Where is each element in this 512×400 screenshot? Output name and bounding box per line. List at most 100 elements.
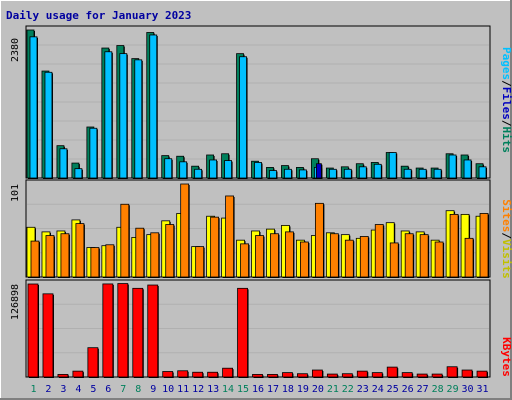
legend-sep: / (500, 120, 512, 127)
kbytes-bar (386, 366, 398, 378)
kbytes-bar (252, 374, 263, 378)
files-bar (373, 163, 382, 179)
kbytes-bar (356, 370, 368, 378)
x-tick-label: 15 (237, 384, 249, 395)
sites-bar (270, 233, 279, 278)
sites-bar (374, 224, 384, 278)
x-tick-label: 3 (60, 384, 66, 395)
x-tick-label: 22 (342, 384, 354, 395)
x-tick-label: 25 (387, 384, 399, 395)
x-tick-label: 9 (150, 384, 156, 395)
kbytes-bar (132, 287, 144, 378)
sites-bar (180, 183, 190, 278)
legend-sep: / (500, 232, 512, 239)
files-bar (254, 162, 262, 179)
x-tick-label: 12 (192, 384, 204, 395)
bar-layer (26, 29, 490, 378)
x-tick-label: 18 (282, 384, 294, 395)
x-tick-label: 17 (267, 384, 279, 395)
files-bar (179, 161, 188, 179)
panel-frames (25, 25, 491, 378)
legend-sites: Sites (500, 199, 512, 232)
files-bar (478, 166, 487, 179)
x-tick-label: 4 (75, 384, 81, 395)
sites-bar (464, 237, 474, 278)
x-tick-label: 11 (177, 384, 189, 395)
x-tick-label: 16 (252, 384, 264, 395)
kbytes-bar (297, 373, 308, 378)
files-bar (89, 127, 98, 179)
kbytes-bar (476, 370, 488, 378)
kbytes-bar (102, 283, 114, 378)
kbytes-bar (282, 372, 293, 378)
files-bar (119, 53, 128, 179)
sites-bar (344, 239, 354, 278)
kbytes-max-label: 126898 (10, 284, 21, 320)
x-tick-label: 8 (135, 384, 141, 395)
kbytes-bar (57, 374, 69, 378)
files-bar (299, 169, 307, 179)
x-tick-label: 13 (207, 384, 219, 395)
sites-bar (419, 234, 429, 278)
kbytes-bar (461, 369, 473, 378)
files-bar (74, 168, 83, 179)
files-bar (164, 158, 173, 179)
sites-bar (60, 233, 70, 278)
x-tick-label: 23 (357, 384, 369, 395)
files-bar (209, 159, 218, 179)
legend-hits-panel: Pages/Files/Hits (500, 47, 512, 153)
kbytes-bar (416, 373, 428, 378)
x-tick-label: 31 (476, 384, 488, 395)
files-bar (269, 170, 277, 179)
kbytes-bar (27, 283, 39, 378)
kbytes-bar (147, 284, 159, 378)
legend-pages: Pages (500, 47, 512, 80)
legend-hits: Hits (500, 127, 512, 154)
sites-bar (210, 216, 220, 278)
pages-bar (315, 163, 322, 179)
sites-bar (135, 227, 145, 278)
legend-kbytes: KBytes (500, 337, 512, 377)
kbytes-bar (341, 373, 353, 378)
sites-bar (45, 235, 55, 278)
kbytes-bar (371, 372, 383, 378)
kbytes-bar (222, 367, 233, 378)
files-bar (134, 59, 143, 179)
kbytes-bar (326, 373, 338, 378)
sites-bar (329, 233, 339, 278)
sites-bar (30, 240, 40, 278)
kbytes-bar (431, 373, 443, 378)
sites-bar (165, 224, 175, 278)
legend-sites-panel: Sites/Visits (500, 199, 512, 279)
files-bar (149, 34, 158, 179)
sites-bar (120, 203, 130, 278)
x-tick-label: 27 (417, 384, 429, 395)
kbytes-bar (192, 371, 204, 378)
sites-bar (255, 235, 264, 278)
kbytes-bar (311, 369, 323, 378)
files-bar (224, 160, 232, 179)
files-bar (328, 168, 337, 179)
kbytes-bar (87, 347, 99, 378)
sites-bar (479, 213, 489, 278)
files-bar (358, 166, 367, 179)
files-bar (448, 154, 457, 179)
files-bar (463, 159, 472, 179)
sites-bar (225, 195, 234, 278)
sites-bar (285, 231, 294, 278)
files-bar (44, 71, 53, 179)
chart-title: Daily usage for January 2023 (6, 9, 191, 22)
sites-bar (90, 247, 100, 278)
sites-bar (75, 223, 85, 278)
sites-bar (105, 244, 115, 278)
x-tick-label: 20 (312, 384, 324, 395)
files-bar (59, 148, 68, 179)
files-bar (104, 51, 113, 179)
sites-bar (359, 236, 369, 278)
kbytes-bar (117, 283, 129, 378)
files-bar (388, 152, 397, 179)
kbytes-bar (267, 374, 278, 378)
kbytes-bar (207, 371, 219, 378)
x-tick-label: 6 (105, 384, 111, 395)
